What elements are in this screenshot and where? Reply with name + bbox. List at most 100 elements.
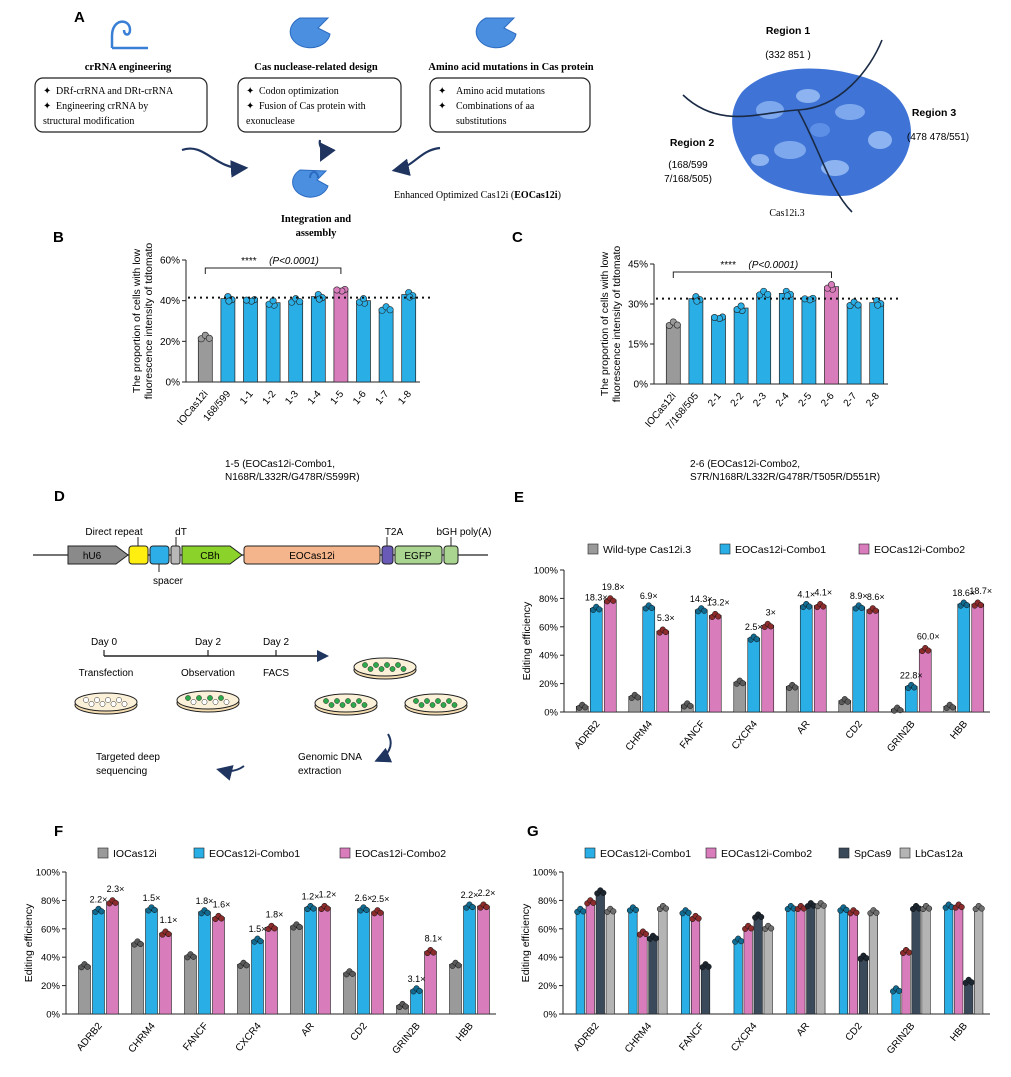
bar bbox=[971, 603, 985, 713]
box1-item: Engineering crRNA by bbox=[56, 101, 148, 112]
data-point bbox=[844, 698, 851, 705]
fold-label: 1.8× bbox=[196, 896, 214, 906]
data-point bbox=[874, 301, 882, 309]
cell bbox=[110, 701, 117, 707]
data-point bbox=[271, 925, 278, 932]
cell bbox=[361, 702, 368, 708]
data-point bbox=[218, 915, 225, 922]
data-point bbox=[854, 301, 862, 309]
y-axis-label: Editing efficiency bbox=[520, 903, 532, 982]
panel-a: A crRNA engineering Cas nuclease-related… bbox=[34, 9, 969, 239]
box1-item: structural modification bbox=[43, 116, 134, 127]
x-tick-label: 2-2 bbox=[729, 391, 747, 409]
cell bbox=[446, 698, 452, 704]
data-point bbox=[600, 889, 607, 896]
data-point bbox=[820, 902, 827, 909]
p-value: (P<0.0001) bbox=[269, 256, 319, 267]
legend-label: EOCas12i-Combo1 bbox=[735, 544, 826, 556]
chart-e: 0% 20% 40% 60% 80% 100% ADRB2 18.3×19.8× CHRM4 6.… bbox=[521, 543, 992, 754]
bar bbox=[333, 288, 349, 383]
data-point bbox=[978, 905, 985, 912]
box2-frame bbox=[237, 77, 402, 133]
data-point bbox=[610, 597, 617, 604]
cell bbox=[373, 662, 379, 668]
data-point bbox=[137, 940, 144, 948]
bar bbox=[694, 609, 708, 713]
region1-detail: (332 851 ) bbox=[765, 50, 811, 61]
data-point bbox=[455, 962, 462, 969]
data-point bbox=[363, 906, 370, 913]
bar bbox=[954, 905, 964, 1015]
fold-label: 18.7× bbox=[969, 586, 992, 596]
legend-label: SpCas9 bbox=[854, 848, 892, 860]
x-tick-label: HBB bbox=[948, 1021, 970, 1044]
x-tick-label: CD2 bbox=[349, 1021, 371, 1044]
data-point bbox=[705, 963, 712, 970]
y-tick-label: 40% bbox=[41, 953, 61, 964]
bar bbox=[288, 300, 304, 383]
significance-stars: **** bbox=[720, 260, 736, 271]
y-axis-label: fluorescence intensity of tdtomato bbox=[143, 243, 155, 400]
data-point bbox=[906, 949, 913, 956]
hu6-label: hU6 bbox=[83, 551, 102, 562]
bar bbox=[638, 932, 648, 1015]
data-point bbox=[296, 298, 304, 306]
bar bbox=[743, 927, 753, 1015]
y-tick-label: 80% bbox=[41, 896, 61, 907]
chart-f: 0%20%40%60%80%100%ADRB22.2×2.3×CHRM41.5×… bbox=[23, 847, 496, 1056]
bar bbox=[310, 296, 326, 383]
eocas12i-label: EOCas12i bbox=[289, 551, 335, 562]
data-point bbox=[764, 290, 772, 298]
bar bbox=[378, 308, 394, 383]
data-point bbox=[783, 292, 791, 300]
data-point bbox=[402, 1003, 409, 1010]
bar bbox=[665, 323, 681, 385]
x-tick-label: 1-2 bbox=[261, 389, 279, 407]
x-tick-label: 1-7 bbox=[374, 389, 392, 407]
bar bbox=[145, 908, 158, 1015]
fold-label: 1.5× bbox=[143, 893, 161, 903]
legend-swatch bbox=[97, 847, 109, 859]
x-tick-label: 1-8 bbox=[396, 389, 414, 407]
footnote: N168R/L332R/G478R/S599R) bbox=[225, 472, 360, 483]
fold-label: 1.8× bbox=[266, 909, 284, 919]
fold-label: 2.3× bbox=[107, 884, 125, 894]
box2-item: Codon optimization bbox=[259, 86, 339, 97]
bar bbox=[778, 292, 794, 385]
data-point bbox=[257, 938, 264, 945]
legend-label: IOCas12i bbox=[113, 848, 157, 860]
bar bbox=[801, 296, 817, 385]
wavy-arrow bbox=[391, 146, 441, 176]
data-point bbox=[225, 297, 233, 305]
legend-swatch bbox=[719, 543, 731, 555]
data-point bbox=[652, 935, 659, 942]
x-tick-label: 2-1 bbox=[706, 391, 724, 409]
fold-label: 22.8× bbox=[900, 670, 923, 680]
data-point bbox=[662, 905, 669, 912]
cell bbox=[429, 702, 436, 708]
bar bbox=[761, 625, 775, 713]
bar bbox=[658, 907, 668, 1015]
bar bbox=[944, 905, 954, 1015]
bar bbox=[846, 303, 862, 385]
region2-detail: 7/168/505) bbox=[664, 174, 712, 185]
box2-item: exonuclease bbox=[246, 116, 295, 127]
day0-label: Day 0 bbox=[91, 637, 118, 648]
y-tick-label: 80% bbox=[538, 896, 558, 907]
cell bbox=[105, 697, 111, 703]
footnote: 2-6 (EOCas12i-Combo2, bbox=[690, 459, 800, 470]
x-tick-label: 2-6 bbox=[819, 391, 837, 409]
data-point bbox=[739, 680, 746, 687]
bar bbox=[974, 907, 984, 1015]
data-point bbox=[896, 987, 903, 994]
y-tick-label: 100% bbox=[36, 868, 61, 879]
cell bbox=[418, 702, 425, 708]
bar bbox=[911, 907, 921, 1015]
data-point bbox=[582, 704, 589, 711]
data-point bbox=[205, 334, 213, 342]
data-point bbox=[151, 906, 158, 913]
data-point bbox=[753, 636, 760, 643]
legend-label: Wild-type Cas12i.3 bbox=[603, 544, 691, 556]
